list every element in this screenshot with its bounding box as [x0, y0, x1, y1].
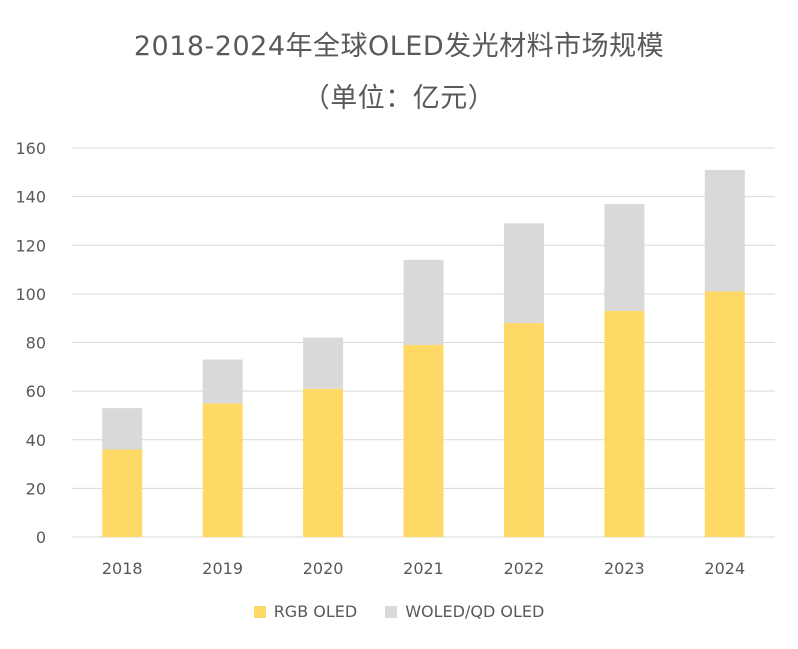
bar-rgb-oled-2019 — [202, 403, 243, 537]
chart-legend: RGB OLED WOLED/QD OLED — [0, 602, 798, 621]
bar-woled-qd-oled-2022 — [503, 223, 544, 324]
x-tick-label: 2024 — [704, 559, 745, 578]
bar-rgb-oled-2021 — [403, 344, 444, 537]
bar-woled-qd-oled-2018 — [102, 408, 143, 450]
x-tick-label: 2022 — [504, 559, 545, 578]
legend-item-woled-qd-oled: WOLED/QD OLED — [385, 602, 544, 621]
legend-swatch-rgb-oled — [253, 605, 266, 618]
x-tick-label: 2018 — [102, 559, 143, 578]
y-tick-label: 40 — [26, 431, 46, 450]
y-tick-label: 60 — [26, 382, 46, 401]
bar-rgb-oled-2020 — [303, 388, 344, 537]
x-tick-label: 2020 — [303, 559, 344, 578]
bar-rgb-oled-2023 — [604, 310, 645, 537]
x-tick-label: 2019 — [202, 559, 243, 578]
y-tick-label: 20 — [26, 479, 46, 498]
bar-woled-qd-oled-2023 — [604, 203, 645, 311]
legend-label-rgb-oled: RGB OLED — [273, 602, 358, 621]
bar-rgb-oled-2022 — [503, 323, 544, 537]
bar-woled-qd-oled-2019 — [202, 359, 243, 404]
y-tick-label: 0 — [36, 528, 46, 547]
bar-rgb-oled-2024 — [704, 291, 745, 537]
x-tick-label: 2021 — [403, 559, 444, 578]
legend-item-rgb-oled: RGB OLED — [253, 602, 358, 621]
x-tick-label: 2023 — [604, 559, 645, 578]
bar-woled-qd-oled-2021 — [403, 259, 444, 345]
chart-subtitle: （单位：亿元） — [302, 83, 496, 114]
y-tick-label: 100 — [15, 285, 46, 304]
y-tick-label: 160 — [15, 139, 46, 158]
chart-title: 2018-2024年全球OLED发光材料市场规模 — [133, 31, 665, 62]
y-tick-label: 140 — [15, 188, 46, 207]
legend-label-woled-qd-oled: WOLED/QD OLED — [405, 602, 545, 621]
legend-swatch-woled-qd-oled — [385, 605, 398, 618]
y-tick-label: 120 — [15, 236, 46, 255]
bar-woled-qd-oled-2024 — [704, 169, 745, 292]
y-tick-label: 80 — [26, 334, 46, 353]
bar-woled-qd-oled-2020 — [303, 337, 344, 389]
bar-rgb-oled-2018 — [102, 449, 143, 537]
